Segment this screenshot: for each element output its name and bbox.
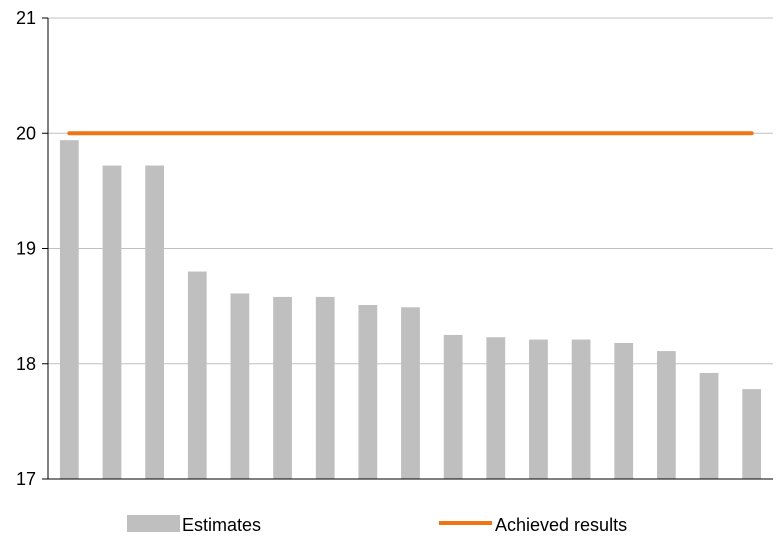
- bar-estimate-2: [102, 165, 122, 479]
- bar-estimate-7: [315, 296, 335, 479]
- bar-estimate-6: [273, 296, 292, 479]
- bar-estimate-17: [742, 389, 762, 479]
- bar-estimate-9: [401, 307, 420, 479]
- bar-estimate-8: [358, 304, 378, 479]
- bar-estimate-16: [699, 372, 719, 479]
- y-tick-label-17: 17: [16, 469, 36, 489]
- legend: Estimates Achieved results: [127, 515, 627, 535]
- bar-estimate-13: [571, 339, 591, 479]
- legend-label-achieved-results: Achieved results: [495, 515, 627, 535]
- y-tick-label-20: 20: [16, 123, 36, 143]
- bar-estimate-4: [187, 271, 207, 479]
- bar-estimate-1: [59, 140, 79, 480]
- bar-estimate-3: [145, 165, 164, 479]
- bar-estimate-11: [486, 337, 506, 479]
- legend-swatch-estimates: [127, 515, 180, 532]
- axes: [42, 17, 773, 480]
- legend-label-estimates: Estimates: [182, 515, 261, 535]
- y-axis-tick-labels: 17 18 19 20 21: [16, 8, 36, 489]
- y-tick-label-18: 18: [16, 354, 36, 374]
- bar-estimate-5: [230, 293, 250, 479]
- bar-estimate-10: [443, 334, 463, 479]
- bar-estimate-15: [657, 351, 676, 479]
- bar-estimate-14: [614, 343, 634, 479]
- bar-estimate-12: [529, 339, 548, 479]
- y-tick-label-21: 21: [16, 8, 36, 28]
- y-tick-label-19: 19: [16, 239, 36, 259]
- bar-series-estimates: [59, 140, 762, 480]
